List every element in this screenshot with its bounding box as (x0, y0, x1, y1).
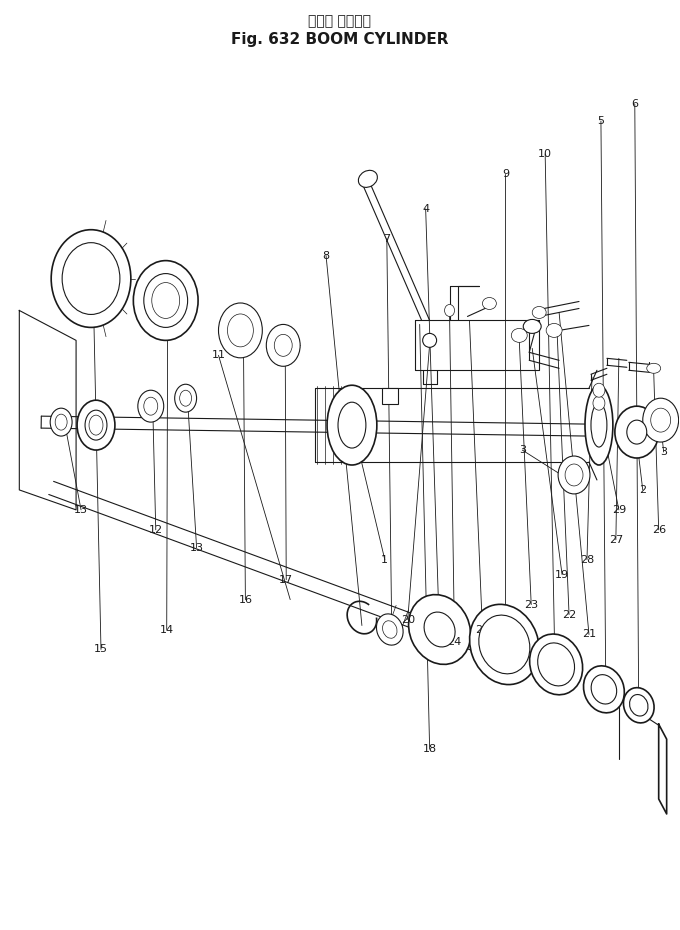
Text: ブーム シリンダ: ブーム シリンダ (309, 14, 371, 28)
Text: 18: 18 (422, 744, 437, 754)
Ellipse shape (511, 328, 527, 342)
Ellipse shape (591, 404, 607, 447)
Ellipse shape (327, 385, 377, 465)
Ellipse shape (565, 464, 583, 486)
Text: 13: 13 (190, 543, 203, 552)
Ellipse shape (532, 307, 546, 318)
Ellipse shape (615, 406, 659, 458)
Ellipse shape (558, 456, 590, 494)
Ellipse shape (479, 615, 530, 674)
Text: 13: 13 (74, 505, 88, 515)
Text: 3: 3 (519, 445, 526, 455)
Text: 16: 16 (239, 594, 252, 604)
Ellipse shape (85, 410, 107, 440)
Ellipse shape (482, 298, 496, 310)
Text: 20: 20 (401, 615, 415, 625)
Ellipse shape (138, 391, 164, 422)
Ellipse shape (409, 594, 471, 664)
Text: 7: 7 (384, 233, 390, 244)
Ellipse shape (175, 384, 197, 412)
Ellipse shape (55, 414, 67, 430)
Ellipse shape (358, 170, 377, 187)
Ellipse shape (583, 666, 624, 712)
Text: 6: 6 (631, 100, 639, 109)
Text: 17: 17 (279, 575, 293, 585)
Text: Fig. 632 BOOM CYLINDER: Fig. 632 BOOM CYLINDER (231, 32, 449, 46)
Text: 28: 28 (580, 554, 594, 565)
Ellipse shape (591, 674, 617, 704)
Ellipse shape (523, 319, 541, 333)
Text: 10: 10 (538, 149, 552, 159)
Ellipse shape (228, 314, 254, 347)
Ellipse shape (143, 273, 188, 327)
Text: 27: 27 (609, 535, 623, 545)
Ellipse shape (630, 695, 648, 716)
Ellipse shape (143, 397, 158, 415)
Ellipse shape (593, 396, 605, 410)
Text: 11: 11 (211, 351, 226, 360)
Ellipse shape (152, 283, 180, 318)
Text: 26: 26 (651, 525, 666, 535)
Ellipse shape (647, 364, 661, 373)
Text: 5: 5 (598, 116, 605, 126)
Ellipse shape (377, 614, 403, 645)
Ellipse shape (424, 612, 455, 647)
Ellipse shape (651, 408, 670, 432)
Ellipse shape (627, 420, 647, 444)
Ellipse shape (624, 687, 654, 723)
Text: 9: 9 (502, 169, 509, 179)
Ellipse shape (383, 620, 397, 638)
Text: 21: 21 (582, 630, 596, 640)
Ellipse shape (593, 383, 605, 397)
Ellipse shape (180, 391, 192, 406)
Text: 15: 15 (94, 644, 108, 655)
Ellipse shape (445, 304, 454, 316)
Ellipse shape (51, 230, 131, 327)
Ellipse shape (585, 385, 613, 465)
Ellipse shape (218, 303, 262, 358)
Text: 3: 3 (660, 447, 667, 457)
Ellipse shape (267, 325, 300, 366)
Ellipse shape (643, 398, 679, 442)
Text: 14: 14 (160, 625, 174, 634)
Ellipse shape (89, 415, 103, 435)
Ellipse shape (62, 243, 120, 314)
Text: 2: 2 (639, 485, 646, 495)
Text: 19: 19 (555, 570, 569, 579)
Text: 22: 22 (562, 609, 576, 619)
Ellipse shape (530, 634, 583, 695)
Ellipse shape (470, 604, 539, 684)
Text: 24: 24 (447, 637, 462, 647)
Text: 25: 25 (475, 625, 490, 634)
Bar (382, 388, 398, 405)
Text: 4: 4 (422, 204, 429, 214)
Ellipse shape (546, 324, 562, 338)
Text: 1: 1 (381, 554, 388, 565)
Text: 23: 23 (524, 600, 539, 609)
Ellipse shape (538, 643, 575, 686)
Text: 8: 8 (322, 250, 330, 260)
Ellipse shape (338, 402, 366, 448)
Text: 29: 29 (612, 505, 626, 515)
Text: 12: 12 (149, 525, 163, 535)
Ellipse shape (133, 260, 198, 340)
Ellipse shape (423, 333, 437, 347)
Ellipse shape (50, 408, 72, 436)
Ellipse shape (77, 400, 115, 450)
Ellipse shape (274, 335, 292, 356)
